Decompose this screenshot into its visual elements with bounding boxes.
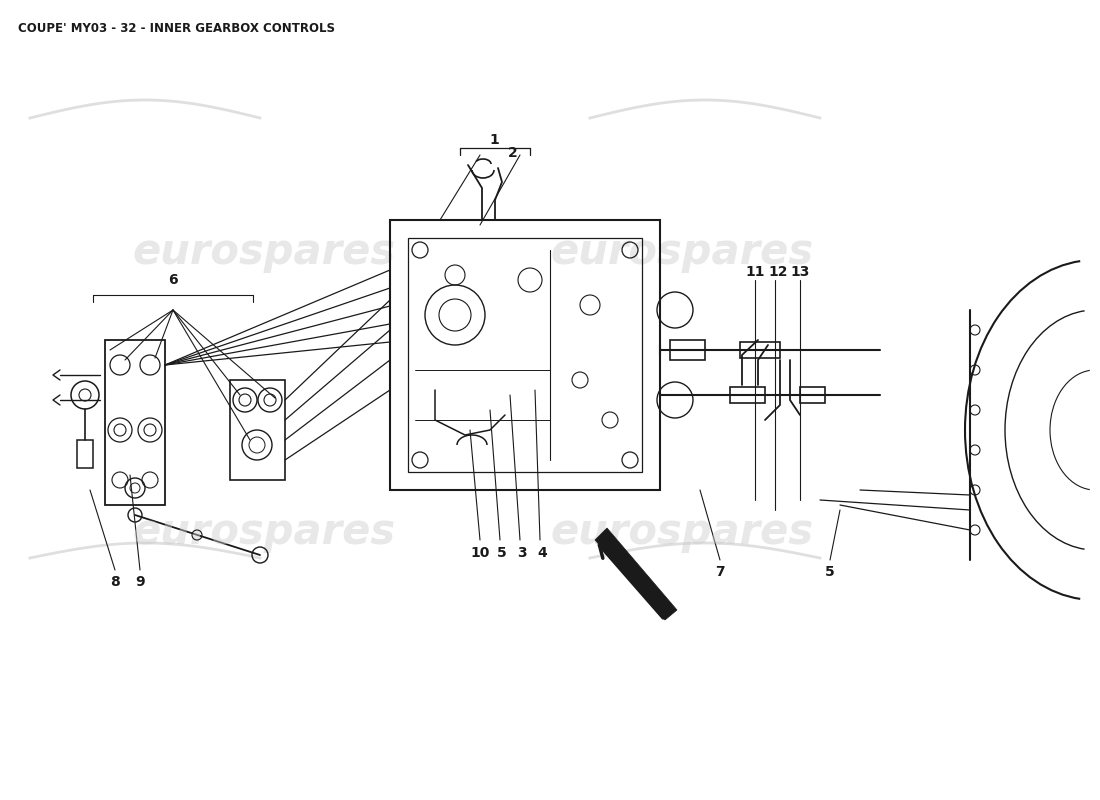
Text: 10: 10 [471,546,490,560]
Bar [77,440,94,468]
Text: 2: 2 [508,146,518,160]
Text: eurospares: eurospares [550,231,814,273]
Text: eurospares: eurospares [132,231,396,273]
Bar [390,220,660,490]
Text: 6: 6 [168,273,178,287]
Polygon shape [595,528,676,620]
Bar [230,380,285,480]
Text: COUPE' MY03 - 32 - INNER GEARBOX CONTROLS: COUPE' MY03 - 32 - INNER GEARBOX CONTROL… [18,22,336,35]
Bar [670,340,705,360]
Text: 7: 7 [715,565,725,579]
Text: 3: 3 [517,546,527,560]
Text: 5: 5 [497,546,507,560]
Bar [104,340,165,505]
Bar [740,342,780,358]
Text: 8: 8 [110,575,120,589]
Text: eurospares: eurospares [132,511,396,553]
Bar [408,238,642,472]
Text: 9: 9 [135,575,145,589]
Text: 12: 12 [768,265,788,279]
Text: 13: 13 [790,265,810,279]
Text: 11: 11 [746,265,764,279]
Bar [730,387,764,403]
Text: 4: 4 [537,546,547,560]
Text: eurospares: eurospares [550,511,814,553]
Bar [800,387,825,403]
Text: 5: 5 [825,565,835,579]
Text: 1: 1 [490,133,499,147]
